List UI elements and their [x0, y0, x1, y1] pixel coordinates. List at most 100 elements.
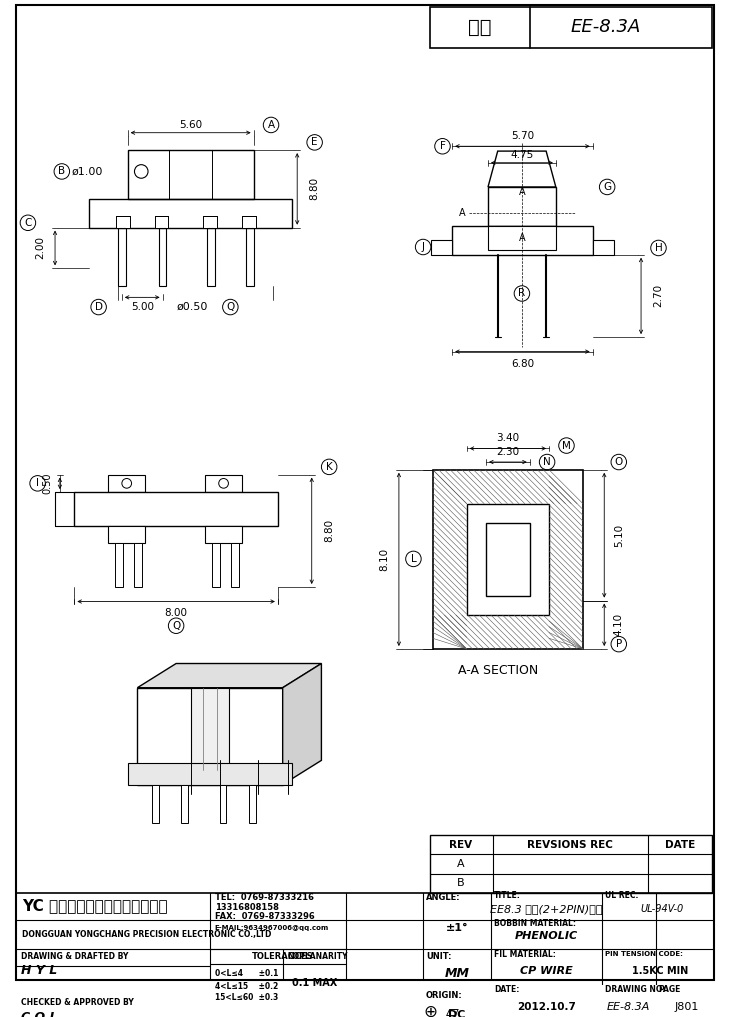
Text: YC 东莞市涵昌电子实业有限公司: YC 东莞市涵昌电子实业有限公司 [22, 898, 168, 913]
Text: TOLERANCES: TOLERANCES [252, 953, 313, 961]
Bar [152, 784, 158, 824]
Bar [137, 687, 283, 784]
Bar [466, 503, 549, 615]
Text: K: K [326, 462, 333, 472]
Text: ø1.00: ø1.00 [72, 167, 103, 176]
Text: A: A [267, 120, 274, 130]
Text: EE-8.3A: EE-8.3A [570, 18, 640, 37]
Text: I: I [36, 478, 39, 488]
Text: 8.00: 8.00 [165, 608, 188, 618]
Polygon shape [488, 152, 556, 187]
Bar [108, 526, 145, 543]
Bar [16, 893, 714, 980]
Bar [231, 543, 239, 587]
Text: ▱: ▱ [446, 1003, 458, 1017]
Bar [108, 475, 145, 492]
Text: C: C [24, 218, 31, 228]
Text: A: A [518, 233, 525, 243]
Polygon shape [137, 663, 321, 687]
Text: D: D [95, 302, 103, 312]
Text: BOBBIN MATERIAL:: BOBBIN MATERIAL: [493, 918, 576, 928]
Text: B: B [58, 167, 66, 176]
Bar [431, 240, 452, 254]
Text: DRAWING & DRAFTED BY: DRAWING & DRAFTED BY [21, 953, 128, 961]
Text: E: E [312, 137, 318, 147]
Text: CP WIRE: CP WIRE [520, 965, 572, 975]
Bar [452, 226, 593, 254]
Text: E-MAIL:9634967006@qq.com: E-MAIL:9634967006@qq.com [215, 924, 329, 931]
Text: DATE:: DATE: [493, 985, 519, 995]
Text: FIL MATERIAL:: FIL MATERIAL: [493, 950, 556, 959]
Bar [246, 228, 253, 286]
Text: 6.80: 6.80 [511, 359, 534, 369]
Bar [430, 7, 712, 49]
Bar [488, 187, 556, 226]
Text: 15<L≤60  ±0.3: 15<L≤60 ±0.3 [215, 994, 278, 1002]
Bar [205, 526, 242, 543]
Text: A: A [518, 187, 525, 196]
Text: A: A [457, 859, 465, 869]
Text: REVSIONS REC: REVSIONS REC [527, 840, 613, 849]
Text: O: O [615, 457, 623, 467]
Text: 5.10: 5.10 [614, 524, 623, 547]
Bar [433, 470, 583, 649]
Text: J: J [422, 242, 425, 252]
Bar [181, 784, 188, 824]
Text: M: M [562, 440, 571, 451]
Text: R: R [518, 289, 526, 299]
Text: 0<L≤4      ±0.1: 0<L≤4 ±0.1 [215, 969, 278, 978]
Text: ⊕: ⊕ [424, 1003, 438, 1017]
Text: Q: Q [172, 620, 180, 631]
Bar [128, 151, 253, 198]
Text: L: L [410, 554, 416, 563]
Text: PIN TENSION CODE:: PIN TENSION CODE: [605, 951, 683, 957]
Text: ORIGIN:: ORIGIN: [426, 992, 463, 1001]
Text: 0.1 MAX: 0.1 MAX [292, 978, 337, 989]
Text: 4<L≤15    ±0.2: 4<L≤15 ±0.2 [215, 981, 278, 991]
Bar [118, 228, 126, 286]
Text: ±1°: ±1° [446, 923, 469, 933]
Bar [74, 492, 278, 526]
Bar [158, 228, 166, 286]
Text: H Y L: H Y L [21, 964, 58, 977]
Bar [486, 523, 530, 596]
Bar [191, 687, 229, 770]
Text: 2012.10.7: 2012.10.7 [517, 1003, 575, 1012]
Text: DRAWING NO.: DRAWING NO. [605, 985, 665, 995]
Text: 3.40: 3.40 [496, 433, 520, 442]
Text: F: F [439, 141, 445, 152]
Text: DATE: DATE [665, 840, 695, 849]
Bar [89, 198, 292, 228]
Text: B: B [457, 879, 465, 889]
Bar [155, 216, 169, 228]
Text: 8.80: 8.80 [310, 177, 320, 200]
Text: DC: DC [448, 1010, 466, 1017]
Text: A-A SECTION: A-A SECTION [458, 664, 538, 676]
Text: Q: Q [226, 302, 234, 312]
Text: PHENOLIC: PHENOLIC [515, 931, 577, 941]
Text: 8.10: 8.10 [380, 548, 389, 571]
Text: EE8.3 卧式(2+2PIN)双槽: EE8.3 卧式(2+2PIN)双槽 [490, 903, 602, 913]
Text: 2.00: 2.00 [36, 237, 45, 259]
Text: N: N [543, 457, 551, 467]
Text: DONGGUAN YONGCHANG PRECISION ELECTRONIC CO.,LTD: DONGGUAN YONGCHANG PRECISION ELECTRONIC … [22, 931, 272, 940]
Text: P: P [615, 639, 622, 649]
Text: 2.30: 2.30 [496, 447, 520, 458]
Text: 0.50: 0.50 [42, 473, 53, 494]
Text: 5.70: 5.70 [511, 130, 534, 140]
Bar [115, 543, 123, 587]
Bar [116, 216, 130, 228]
Bar [128, 764, 292, 784]
Text: 5.60: 5.60 [179, 120, 202, 130]
Bar [220, 784, 226, 824]
Bar [430, 835, 712, 893]
Text: A: A [459, 208, 466, 218]
Text: COPLANARITY: COPLANARITY [288, 953, 348, 961]
Text: ø0.50: ø0.50 [177, 302, 209, 312]
Text: H: H [655, 243, 662, 253]
Text: 8.80: 8.80 [324, 520, 334, 542]
Text: UL REC.: UL REC. [605, 892, 639, 900]
Bar [203, 216, 217, 228]
Text: 13316808158: 13316808158 [215, 903, 279, 912]
Bar [249, 784, 255, 824]
